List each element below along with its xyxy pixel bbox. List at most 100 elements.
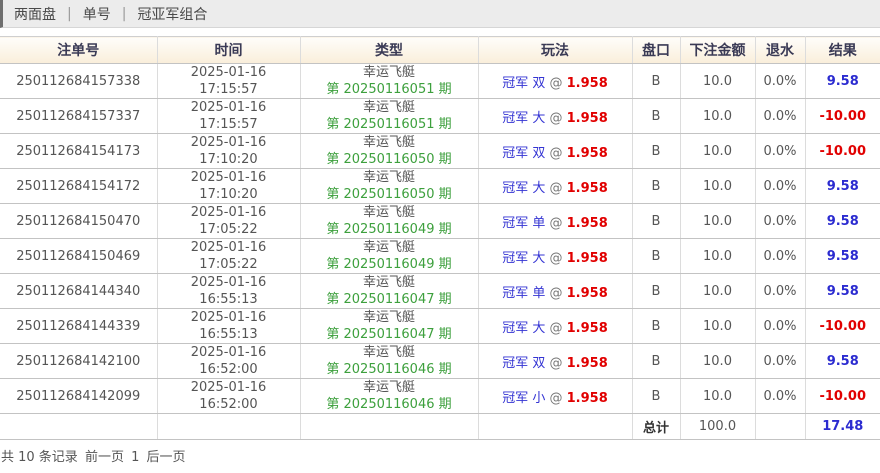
bet-id-cell: 250112684142099 xyxy=(0,378,158,414)
odds-value: 1.958 xyxy=(566,320,608,336)
bet-clock: 17:15:57 xyxy=(199,117,258,132)
bet-type-cell: 幸运飞艇 第 20250116047 期 xyxy=(300,273,479,309)
col-header-market: 盘口 xyxy=(632,36,681,64)
bet-clock: 16:52:00 xyxy=(199,397,258,412)
result-cell: 9.58 xyxy=(805,203,880,239)
bet-id-cell: 250112684144339 xyxy=(0,308,158,344)
bet-type-cell: 幸运飞艇 第 20250116049 期 xyxy=(300,238,479,274)
col-header-type: 类型 xyxy=(300,36,479,64)
table-row: 250112684144340 2025-01-16 16:55:13 幸运飞艇… xyxy=(0,273,880,309)
bet-date: 2025-01-16 xyxy=(190,170,267,185)
rebate-cell: 0.0% xyxy=(755,308,806,344)
amount-cell: 10.0 xyxy=(680,308,756,344)
total-empty-cell xyxy=(755,413,806,440)
bet-type-cell: 幸运飞艇 第 20250116047 期 xyxy=(300,308,479,344)
tab-single-number[interactable]: 单号 xyxy=(82,6,111,23)
play-label: 冠军 大 xyxy=(502,110,546,126)
bet-clock: 17:10:20 xyxy=(199,187,258,202)
bet-play-cell: 冠军 大 @ 1.958 xyxy=(478,168,633,204)
game-name: 幸运飞艇 xyxy=(362,380,415,395)
game-name: 幸运飞艇 xyxy=(362,135,415,150)
amount-cell: 10.0 xyxy=(680,133,756,169)
table-row: 250112684150469 2025-01-16 17:05:22 幸运飞艇… xyxy=(0,238,880,274)
amount-cell: 10.0 xyxy=(680,168,756,204)
page-number[interactable]: 1 xyxy=(131,450,140,465)
result-cell: -10.00 xyxy=(805,98,880,134)
next-page-link[interactable]: 后一页 xyxy=(146,450,186,465)
bet-type-cell: 幸运飞艇 第 20250116046 期 xyxy=(300,343,479,379)
bet-time-cell: 2025-01-16 17:10:20 xyxy=(157,168,301,204)
game-name: 幸运飞艇 xyxy=(362,100,415,115)
bet-time-cell: 2025-01-16 17:15:57 xyxy=(157,98,301,134)
odds-value: 1.958 xyxy=(566,145,608,161)
tab-champion-runnerup-combo[interactable]: 冠亚军组合 xyxy=(137,6,208,23)
bet-id-cell: 250112684154172 xyxy=(0,168,158,204)
bet-date: 2025-01-16 xyxy=(190,275,267,290)
bet-time-cell: 2025-01-16 17:05:22 xyxy=(157,203,301,239)
prev-page-link[interactable]: 前一页 xyxy=(84,450,124,465)
amount-cell: 10.0 xyxy=(680,203,756,239)
bet-type-cell: 幸运飞艇 第 20250116051 期 xyxy=(300,63,479,99)
amount-cell: 10.0 xyxy=(680,238,756,274)
bet-type-cell: 幸运飞艇 第 20250116050 期 xyxy=(300,168,479,204)
issue-number: 第 20250116047 期 xyxy=(326,292,452,307)
market-cell: B xyxy=(632,238,681,274)
nav-divider: | xyxy=(67,5,72,22)
bet-clock: 17:15:57 xyxy=(199,82,258,97)
bet-date: 2025-01-16 xyxy=(190,240,267,255)
game-name: 幸运飞艇 xyxy=(362,345,415,360)
bet-date: 2025-01-16 xyxy=(190,380,267,395)
issue-number: 第 20250116050 期 xyxy=(326,187,452,202)
result-cell: 9.58 xyxy=(805,168,880,204)
bet-clock: 16:55:13 xyxy=(199,292,258,307)
issue-number: 第 20250116051 期 xyxy=(326,82,452,97)
col-header-result: 结果 xyxy=(805,36,880,64)
bet-id-cell: 250112684157337 xyxy=(0,98,158,134)
table-row: 250112684154172 2025-01-16 17:10:20 幸运飞艇… xyxy=(0,168,880,204)
table-row: 250112684144339 2025-01-16 16:55:13 幸运飞艇… xyxy=(0,308,880,344)
bet-date: 2025-01-16 xyxy=(190,100,267,115)
result-cell: -10.00 xyxy=(805,308,880,344)
result-cell: 9.58 xyxy=(805,238,880,274)
result-cell: 9.58 xyxy=(805,273,880,309)
rebate-cell: 0.0% xyxy=(755,63,806,99)
game-name: 幸运飞艇 xyxy=(362,170,415,185)
bet-clock: 16:52:00 xyxy=(199,362,258,377)
bet-play-cell: 冠军 大 @ 1.958 xyxy=(478,308,633,344)
bet-id-cell: 250112684154173 xyxy=(0,133,158,169)
rebate-cell: 0.0% xyxy=(755,168,806,204)
odds-value: 1.958 xyxy=(566,285,608,301)
odds-separator: @ xyxy=(549,285,563,301)
play-label: 冠军 双 xyxy=(502,145,546,161)
bet-clock: 17:05:22 xyxy=(199,222,258,237)
bet-date: 2025-01-16 xyxy=(190,65,267,80)
bet-table: 注单号 时间 类型 玩法 盘口 下注金额 退水 结果 2501126841573… xyxy=(0,36,880,440)
table-row: 250112684157337 2025-01-16 17:15:57 幸运飞艇… xyxy=(0,98,880,134)
tab-two-sides[interactable]: 两面盘 xyxy=(14,6,56,23)
bet-id-cell: 250112684150469 xyxy=(0,238,158,274)
odds-separator: @ xyxy=(549,320,563,336)
issue-number: 第 20250116049 期 xyxy=(326,257,452,272)
bet-clock: 17:05:22 xyxy=(199,257,258,272)
bet-id-cell: 250112684144340 xyxy=(0,273,158,309)
market-cell: B xyxy=(632,378,681,414)
result-cell: -10.00 xyxy=(805,378,880,414)
pagination: 共 10 条记录 前一页 1 后一页 xyxy=(0,441,880,465)
play-label: 冠军 小 xyxy=(502,390,546,406)
col-header-amount: 下注金额 xyxy=(680,36,756,64)
issue-number: 第 20250116050 期 xyxy=(326,152,452,167)
table-row: 250112684142100 2025-01-16 16:52:00 幸运飞艇… xyxy=(0,343,880,379)
total-result: 17.48 xyxy=(805,413,880,440)
bet-time-cell: 2025-01-16 17:05:22 xyxy=(157,238,301,274)
rebate-cell: 0.0% xyxy=(755,133,806,169)
header-row: 注单号 时间 类型 玩法 盘口 下注金额 退水 结果 xyxy=(0,36,880,64)
bet-type-cell: 幸运飞艇 第 20250116050 期 xyxy=(300,133,479,169)
game-name: 幸运飞艇 xyxy=(362,310,415,325)
bet-date: 2025-01-16 xyxy=(190,135,267,150)
bet-play-cell: 冠军 大 @ 1.958 xyxy=(478,98,633,134)
odds-value: 1.958 xyxy=(566,355,608,371)
bet-time-cell: 2025-01-16 16:52:00 xyxy=(157,343,301,379)
nav-divider: | xyxy=(121,5,127,22)
odds-separator: @ xyxy=(549,355,563,371)
play-label: 冠军 单 xyxy=(502,285,546,301)
